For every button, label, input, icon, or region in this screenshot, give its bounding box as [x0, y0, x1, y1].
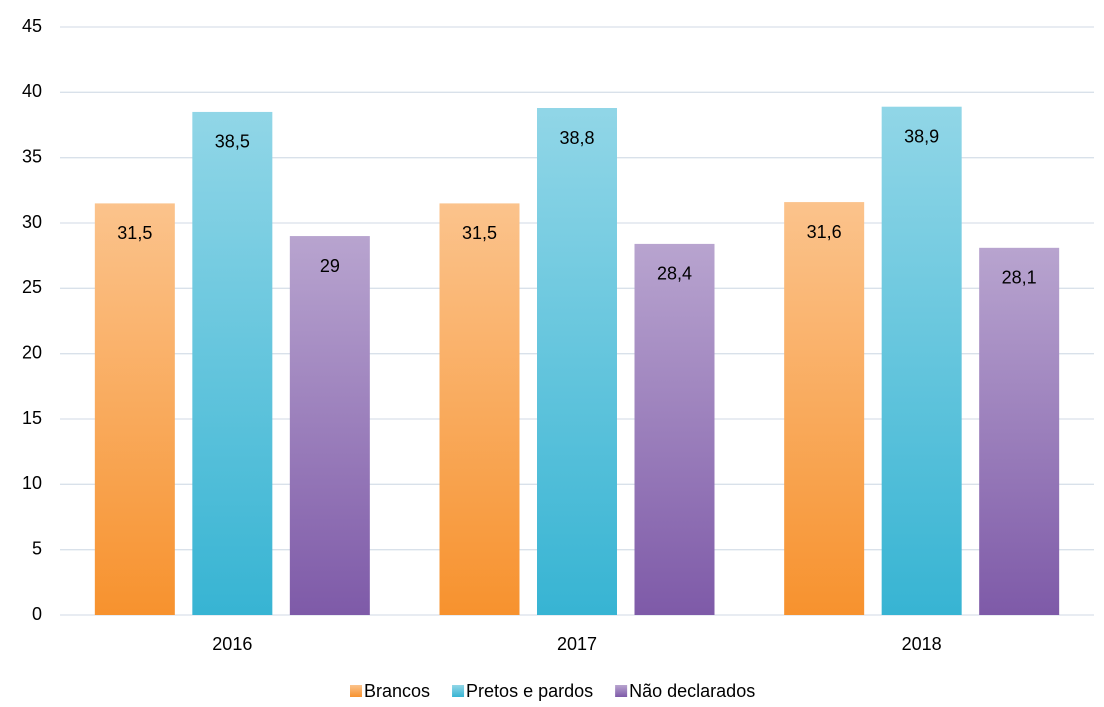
legend-swatch: [350, 685, 362, 697]
value-label: 29: [320, 256, 340, 276]
bar: [289, 236, 370, 616]
value-label: 31,5: [117, 223, 152, 243]
x-tick-label: 2017: [557, 634, 597, 654]
value-label: 31,6: [807, 222, 842, 242]
y-tick-label: 25: [22, 277, 42, 297]
legend-label: Pretos e pardos: [466, 681, 593, 701]
bar: [881, 106, 962, 615]
bar: [784, 202, 865, 616]
y-tick-label: 30: [22, 212, 42, 232]
y-tick-label: 0: [32, 604, 42, 624]
bar: [979, 247, 1060, 615]
bar: [192, 111, 273, 615]
value-label: 38,9: [904, 126, 939, 146]
legend-label: Brancos: [364, 681, 430, 701]
bar: [634, 243, 715, 615]
y-tick-label: 45: [22, 16, 42, 36]
value-label: 31,5: [462, 223, 497, 243]
legend-swatch: [615, 685, 628, 697]
legend-label: Não declarados: [629, 681, 755, 701]
x-tick-label: 2016: [212, 634, 252, 654]
value-label: 28,1: [1002, 268, 1037, 288]
value-label: 38,5: [215, 132, 250, 152]
value-label: 38,8: [559, 128, 594, 148]
y-tick-label: 5: [32, 538, 42, 558]
bar: [537, 108, 617, 615]
x-tick-label: 2018: [902, 634, 942, 654]
y-tick-label: 40: [22, 81, 42, 101]
y-tick-label: 20: [22, 342, 42, 362]
value-label: 28,4: [657, 264, 692, 284]
y-tick-label: 15: [22, 408, 42, 428]
bar: [439, 203, 520, 615]
y-tick-label: 10: [22, 473, 42, 493]
bar: [94, 203, 175, 615]
y-tick-label: 35: [22, 146, 42, 166]
legend-swatch: [452, 685, 465, 697]
